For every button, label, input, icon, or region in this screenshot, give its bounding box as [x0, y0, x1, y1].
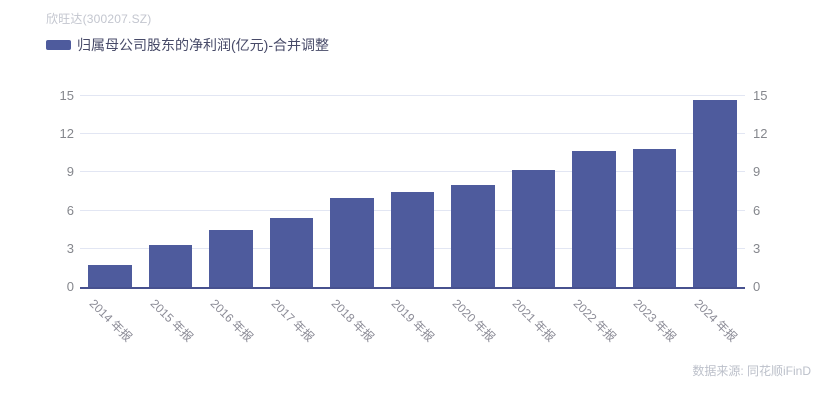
plot-area: 2014 年报 2015 年报 2016 年报 2017 年报 2018 年报 2019 … — [80, 95, 745, 345]
bar-slot: 2020 年报 — [443, 96, 503, 345]
y-axis-label-left: 0 — [66, 279, 74, 294]
legend-label: 归属母公司股东的净利润(亿元)-合并调整 — [77, 37, 329, 53]
y-axis-left: 0 3 6 9 12 15 — [36, 88, 74, 294]
x-axis-label: 2023 年报 — [630, 296, 680, 345]
legend-swatch-icon — [46, 40, 71, 50]
bar-slot: 2019 年报 — [382, 96, 442, 345]
bar-slot: 2017 年报 — [261, 96, 321, 345]
legend-item-net-profit[interactable]: 归属母公司股东的净利润(亿元)-合并调整 — [46, 35, 329, 55]
x-axis-label: 2020 年报 — [449, 296, 498, 345]
gridline — [80, 171, 745, 173]
bar-2022[interactable] — [572, 150, 616, 287]
x-axis-label: 2021 年报 — [510, 296, 559, 345]
x-axis-label: 2016 年报 — [207, 296, 256, 345]
x-axis-label: 2015 年报 — [147, 296, 196, 345]
bar-2018[interactable] — [330, 197, 374, 287]
gridline — [80, 95, 745, 96]
bar-2015[interactable] — [148, 244, 193, 287]
bar-2016[interactable] — [209, 229, 253, 287]
bar-slot: 2018 年报 — [322, 96, 382, 345]
y-axis-label-left: 9 — [66, 164, 74, 180]
x-axis-label: 2017 年报 — [268, 296, 317, 345]
bar-slot: 2022 年报 — [564, 96, 624, 345]
x-axis-label: 2024 年报 — [691, 296, 740, 345]
bar-slot: 2023 年报 — [624, 96, 684, 345]
bar-slot: 2014 年报 — [80, 96, 140, 345]
y-axis-label-right: 12 — [753, 126, 768, 142]
y-axis-label-right: 0 — [753, 279, 761, 294]
x-axis-label: 2022 年报 — [570, 296, 619, 345]
y-axis-label-right: 15 — [753, 88, 768, 103]
y-axis-label-right: 9 — [753, 164, 761, 180]
bar-series: 2014 年报 2015 年报 2016 年报 2017 年报 2018 年报 2019 … — [80, 96, 745, 345]
y-axis-label-left: 12 — [59, 126, 74, 142]
bar-2021[interactable] — [511, 169, 556, 287]
y-axis-label-left: 3 — [66, 240, 74, 256]
data-source-note: 数据来源: 同花顺iFinD — [692, 364, 811, 378]
bar-2023[interactable] — [632, 149, 677, 287]
x-axis-label: 2014 年报 — [86, 296, 136, 345]
x-axis-label: 2018 年报 — [328, 296, 377, 345]
bar-slot: 2016 年报 — [201, 96, 261, 345]
x-axis-label: 2019 年报 — [389, 296, 438, 345]
bar-slot: 2021 年报 — [503, 96, 563, 345]
y-axis-right: 0 3 6 9 12 15 — [753, 88, 791, 294]
bar-2017[interactable] — [269, 218, 314, 287]
y-axis-label-left: 6 — [66, 202, 74, 218]
y-axis-label-right: 6 — [753, 202, 761, 218]
bar-2014[interactable] — [88, 265, 132, 287]
bar-2024[interactable] — [693, 99, 737, 287]
gridline — [80, 133, 745, 135]
y-axis-label-right: 3 — [753, 240, 761, 256]
bar-slot: 2024 年报 — [685, 96, 745, 345]
bar-2019[interactable] — [390, 191, 435, 287]
y-axis-label-left: 15 — [59, 88, 74, 103]
bar-slot: 2015 年报 — [140, 96, 200, 345]
bar-2020[interactable] — [451, 185, 495, 287]
chart-title: 欣旺达(300207.SZ) — [46, 12, 152, 26]
